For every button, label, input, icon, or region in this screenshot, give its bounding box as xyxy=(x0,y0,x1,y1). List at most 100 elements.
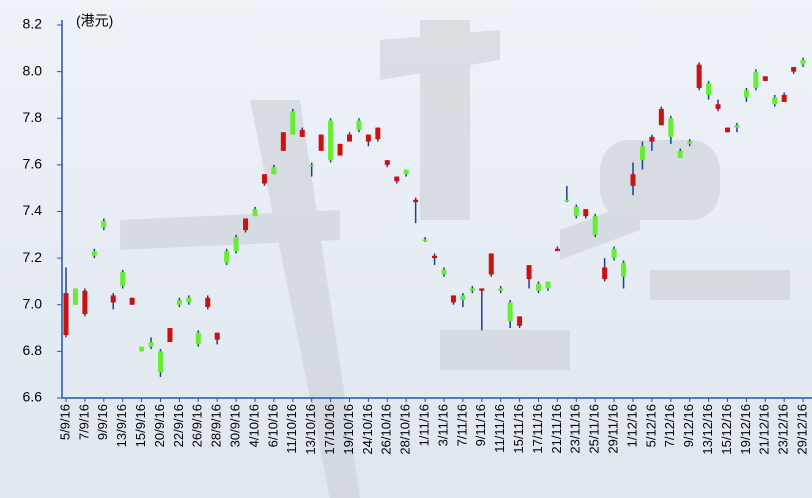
x-tick-label: 21/11/16 xyxy=(549,404,564,454)
x-tick-label: 22/9/16 xyxy=(171,404,186,447)
candle-body xyxy=(328,120,334,161)
candle-body xyxy=(517,316,523,326)
x-tick-label: 29/11/16 xyxy=(606,404,621,454)
y-tick-label: 7.0 xyxy=(23,295,43,311)
candle-body xyxy=(658,108,664,126)
candle-body xyxy=(158,351,163,373)
candle-body xyxy=(375,127,381,140)
candle-body xyxy=(621,262,627,277)
candle-body xyxy=(564,199,570,202)
candle-body xyxy=(129,297,135,305)
x-tick-label: 1/12/16 xyxy=(624,404,639,447)
background-pump xyxy=(120,20,790,498)
x-tick-label: 5/12/16 xyxy=(643,404,658,447)
x-tick-label: 20/9/16 xyxy=(152,404,167,447)
x-tick-label: 6/10/16 xyxy=(265,404,280,447)
candle-body xyxy=(167,328,173,343)
x-tick-label: 24/10/16 xyxy=(360,404,375,455)
x-tick-label: 13/9/16 xyxy=(114,404,129,447)
candle-body xyxy=(469,288,475,291)
candle-body xyxy=(545,281,551,289)
candle-body xyxy=(441,269,447,275)
candle-body xyxy=(224,251,230,263)
candle-body xyxy=(309,164,315,167)
candle-body xyxy=(432,255,438,259)
x-tick-label: 17/10/16 xyxy=(322,404,337,455)
candle-body xyxy=(592,216,598,235)
candle-body xyxy=(82,290,88,315)
y-tick-label: 7.2 xyxy=(23,249,43,265)
candle-body xyxy=(639,146,645,161)
x-tick-label: 7/11/16 xyxy=(454,404,469,446)
x-tick-label: 19/12/16 xyxy=(738,404,753,455)
x-tick-label: 17/11/16 xyxy=(530,404,545,454)
candle-body xyxy=(734,125,740,128)
x-tick-label: 15/9/16 xyxy=(133,404,148,447)
candle-body xyxy=(176,300,182,305)
candle-body xyxy=(120,272,126,287)
y-axis-label: (港元) xyxy=(76,13,113,29)
x-tick-label: 4/10/16 xyxy=(246,404,261,447)
candle-body xyxy=(488,253,494,275)
x-tick-label: 26/9/16 xyxy=(190,404,205,447)
x-tick-label: 30/9/16 xyxy=(228,404,243,447)
x-tick-label: 9/12/16 xyxy=(681,404,696,447)
candle-body xyxy=(791,66,797,72)
x-tick-label: 23/11/16 xyxy=(568,404,583,454)
x-tick-label: 13/12/16 xyxy=(700,404,715,455)
candle-body xyxy=(63,293,69,336)
candle-body xyxy=(347,134,352,142)
candle-body xyxy=(290,111,296,135)
candle-body xyxy=(800,59,806,65)
candle-body xyxy=(384,160,390,165)
y-tick-label: 7.6 xyxy=(23,156,43,172)
candle-body xyxy=(413,199,419,203)
candle-body xyxy=(280,132,286,151)
candle-body xyxy=(233,237,239,252)
x-tick-label: 11/11/16 xyxy=(492,404,507,453)
y-tick-label: 6.8 xyxy=(23,342,43,358)
x-tick-label: 19/10/16 xyxy=(341,404,356,455)
candle-body xyxy=(743,90,749,98)
candle-body xyxy=(526,265,532,280)
candle-body xyxy=(72,288,78,305)
y-tick-label: 8.2 xyxy=(23,16,43,32)
x-tick-label: 9/9/16 xyxy=(95,404,110,440)
candle-body xyxy=(394,176,400,182)
candle-body xyxy=(602,267,608,280)
x-tick-label: 15/11/16 xyxy=(511,404,526,454)
candle-body xyxy=(337,143,343,156)
candle-body xyxy=(630,174,636,186)
candle-body xyxy=(403,169,409,175)
x-tick-label: 21/12/16 xyxy=(757,404,772,455)
candle-body xyxy=(507,302,513,322)
candle-body xyxy=(498,288,504,291)
x-tick-label: 26/10/16 xyxy=(379,404,394,455)
candle-body xyxy=(91,251,97,256)
x-tick-label: 7/9/16 xyxy=(76,404,91,440)
candle-body xyxy=(536,283,541,291)
candle-body xyxy=(668,118,674,137)
x-tick-label: 11/10/16 xyxy=(284,404,299,454)
x-tick-label: 7/12/16 xyxy=(662,404,677,447)
candle-body xyxy=(573,206,579,217)
x-tick-label: 1/11/16 xyxy=(417,404,432,446)
candle-body xyxy=(252,209,258,217)
candle-body xyxy=(715,104,721,109)
candle-body xyxy=(649,136,655,142)
candle-body xyxy=(781,94,787,102)
candle-body xyxy=(611,248,617,259)
x-tick-label: 25/11/16 xyxy=(587,404,602,454)
candle-body xyxy=(554,248,560,252)
candle-body xyxy=(450,295,456,303)
candle-body xyxy=(214,332,220,340)
candle-body xyxy=(687,141,693,144)
candle-body xyxy=(725,127,730,133)
x-tick-label: 28/9/16 xyxy=(209,404,224,447)
candle-body xyxy=(422,239,428,241)
candle-body xyxy=(583,209,589,217)
candle-body xyxy=(753,71,759,88)
candle-body xyxy=(356,120,362,130)
